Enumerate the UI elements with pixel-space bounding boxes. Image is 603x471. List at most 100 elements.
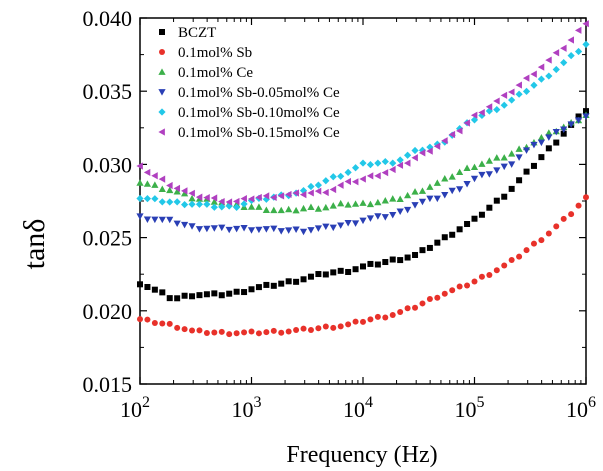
data-point — [307, 227, 315, 234]
data-point — [307, 203, 315, 210]
data-point — [299, 191, 307, 199]
data-point — [374, 172, 381, 180]
data-point — [583, 108, 589, 115]
data-point — [233, 288, 240, 295]
data-point — [330, 324, 337, 331]
data-point — [203, 200, 211, 208]
data-point — [545, 129, 553, 136]
data-point — [560, 130, 567, 137]
data-point — [537, 75, 545, 83]
data-point — [374, 198, 382, 206]
data-point — [545, 230, 552, 237]
data-point — [449, 287, 456, 294]
data-point — [166, 216, 174, 224]
data-point — [322, 203, 330, 211]
data-point — [210, 203, 218, 211]
y-tick-label: 0.020 — [83, 299, 133, 324]
data-point — [285, 205, 293, 213]
data-point — [537, 139, 545, 147]
data-point — [241, 329, 248, 336]
data-point — [136, 179, 144, 186]
data-point — [314, 225, 322, 232]
data-point — [381, 214, 389, 221]
y-tick-label: 0.035 — [83, 79, 133, 104]
data-point — [136, 213, 144, 220]
data-point — [537, 63, 545, 71]
data-point — [151, 172, 158, 180]
data-point — [195, 200, 204, 208]
legend-marker — [159, 29, 165, 35]
y-axis-label: tanδ — [18, 219, 51, 270]
data-point — [470, 111, 478, 119]
data-point — [351, 220, 360, 227]
data-point — [322, 323, 329, 330]
data-point — [188, 223, 196, 230]
data-point — [574, 47, 583, 56]
data-point — [411, 188, 419, 195]
data-point — [285, 278, 292, 285]
y-tick-label: 0.015 — [83, 372, 133, 397]
data-point — [374, 261, 381, 268]
data-point — [151, 216, 159, 224]
data-point — [203, 291, 210, 298]
data-point — [456, 283, 463, 290]
data-point — [441, 137, 448, 145]
y-tick-label: 0.030 — [83, 152, 133, 177]
data-point — [322, 223, 330, 231]
data-point — [233, 203, 241, 211]
data-point — [188, 194, 196, 202]
data-point — [144, 316, 151, 323]
data-point — [464, 282, 471, 289]
data-point — [411, 146, 419, 155]
data-point — [322, 177, 330, 185]
data-point — [366, 172, 374, 180]
x-tick-label: 104 — [343, 394, 373, 422]
data-point — [196, 327, 203, 334]
data-point — [233, 225, 241, 233]
data-point — [500, 101, 508, 109]
data-point — [441, 174, 449, 182]
data-point — [255, 284, 262, 291]
data-point — [522, 74, 530, 82]
data-point — [262, 206, 270, 213]
data-point — [516, 253, 523, 260]
data-point — [218, 197, 225, 206]
data-point — [248, 286, 255, 293]
data-point — [277, 192, 285, 200]
legend-marker — [158, 128, 165, 136]
data-point — [158, 175, 166, 183]
data-point — [255, 203, 263, 210]
data-point — [530, 141, 538, 149]
data-point — [270, 206, 278, 214]
data-point — [278, 280, 285, 287]
data-point — [485, 107, 493, 115]
data-point — [158, 216, 166, 224]
legend-label: 0.1mol% Sb-0.15mol% Ce — [178, 125, 340, 141]
data-point — [158, 185, 166, 193]
data-point — [270, 225, 278, 233]
data-point — [329, 224, 337, 232]
data-point — [173, 220, 181, 228]
legend-marker — [158, 108, 166, 116]
data-point — [552, 65, 560, 74]
data-point — [426, 296, 433, 303]
data-point — [508, 185, 515, 192]
data-point — [426, 183, 434, 190]
data-point — [493, 97, 500, 105]
data-point — [389, 159, 397, 167]
data-point — [366, 161, 375, 169]
data-point — [218, 203, 226, 211]
data-point — [448, 187, 456, 195]
data-point — [351, 178, 359, 186]
data-point — [426, 147, 433, 155]
data-point — [285, 227, 293, 234]
data-point — [211, 290, 218, 297]
data-point — [344, 177, 352, 186]
legend-marker — [159, 49, 165, 55]
data-point — [485, 171, 493, 178]
data-point — [381, 169, 389, 177]
data-point — [307, 189, 314, 197]
data-point — [226, 331, 233, 338]
x-tick-label: 106 — [566, 394, 596, 422]
data-point — [270, 282, 277, 289]
